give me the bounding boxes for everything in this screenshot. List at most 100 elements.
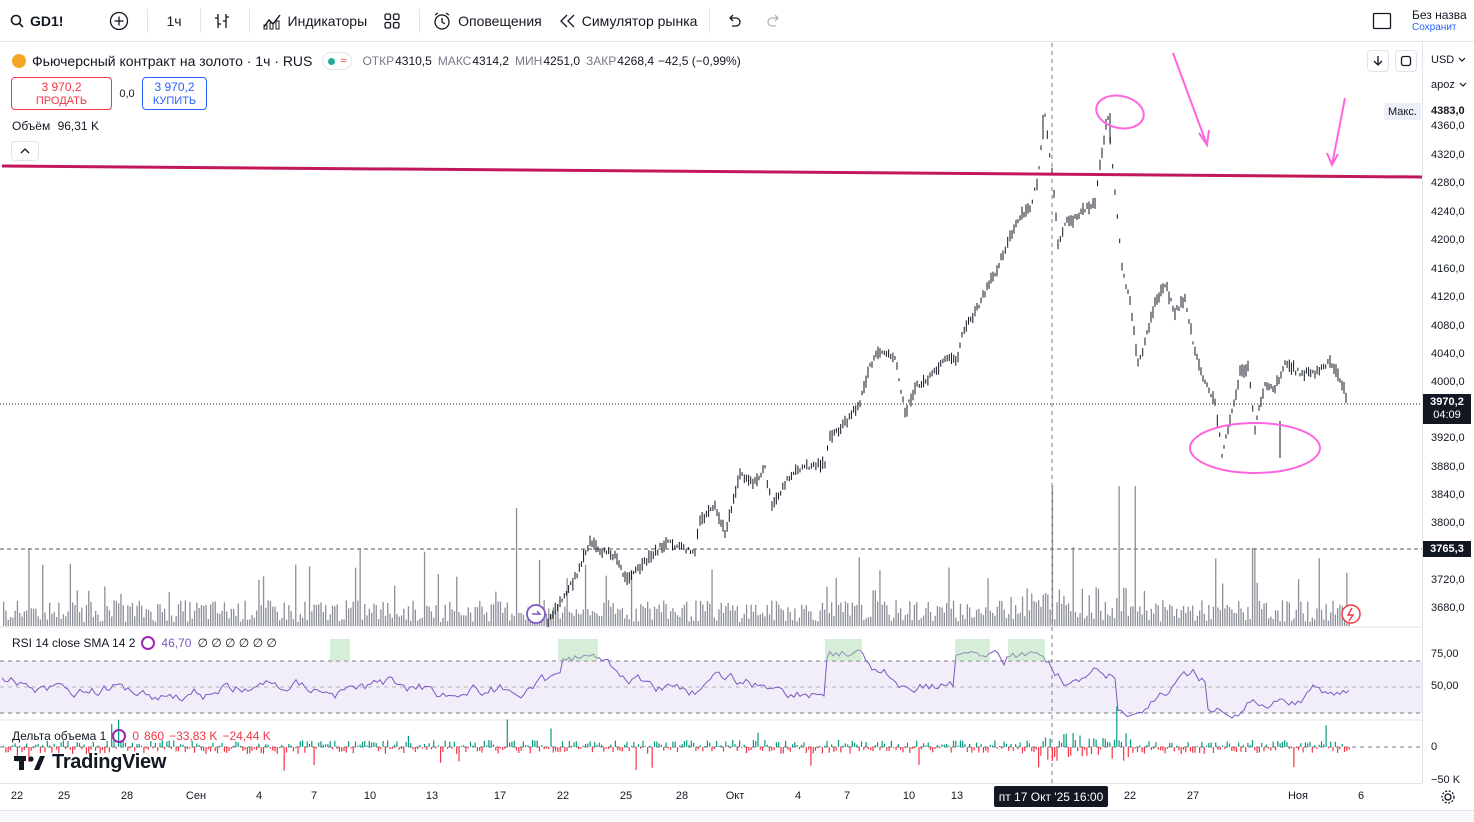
- delta-bar: [354, 741, 357, 747]
- volume-bar: [1049, 609, 1051, 626]
- indicators-button[interactable]: Индикаторы: [254, 0, 376, 42]
- fullscreen-button[interactable]: [1364, 0, 1406, 42]
- templates-button[interactable]: [375, 0, 415, 42]
- volume-bar: [221, 611, 223, 626]
- delta-bar: [1270, 747, 1272, 751]
- delta-value-3: −33,83 K: [169, 729, 218, 743]
- volume-bar: [1302, 613, 1304, 626]
- delta-bar: [1245, 747, 1247, 752]
- time-tick-label: 10: [363, 790, 377, 802]
- annotation-arrow-1[interactable]: [1172, 52, 1208, 146]
- chart-pane[interactable]: [0, 43, 1423, 783]
- alerts-button[interactable]: Оповещения: [424, 0, 550, 42]
- delta-bar: [476, 747, 478, 752]
- volume-bar: [1201, 600, 1203, 626]
- volume-bar: [821, 602, 824, 626]
- volume-bar: [1304, 621, 1307, 626]
- rsi-legend[interactable]: RSI 14 close SMA 14 2 46,70 ∅ ∅ ∅ ∅ ∅ ∅: [12, 636, 277, 650]
- delta-bar: [1233, 747, 1235, 751]
- annotation-arrow-2[interactable]: [1331, 97, 1346, 166]
- delta-bar: [359, 744, 361, 747]
- interval-button[interactable]: 1ч: [152, 0, 195, 42]
- time-tick-label: 10: [902, 790, 916, 802]
- currency-label: USD: [1431, 54, 1455, 66]
- volume-bar: [1247, 606, 1249, 626]
- volume-bar: [741, 618, 743, 626]
- add-symbol-button[interactable]: [101, 0, 143, 42]
- chart-style-button[interactable]: [205, 0, 245, 42]
- delta-bar: [377, 747, 380, 752]
- delta-bar: [1042, 741, 1044, 747]
- delta-bar: [729, 747, 731, 749]
- volume-bar: [773, 620, 775, 626]
- annotation-ellipse-top[interactable]: [1093, 91, 1147, 132]
- volume-legend[interactable]: Объём 96,31 K: [12, 119, 99, 133]
- delta-bar: [1279, 743, 1281, 747]
- sell-button[interactable]: 3 970,2 ПРОДАТЬ: [11, 77, 112, 110]
- volume-bar: [440, 622, 442, 626]
- volume-bar: [124, 621, 127, 626]
- tradingview-logo[interactable]: TradingView: [14, 751, 166, 774]
- buy-button[interactable]: 3 970,2 КУПИТЬ: [142, 77, 207, 110]
- delta-bar: [1136, 747, 1139, 753]
- volume-bar: [971, 617, 973, 626]
- volume-bar: [1090, 612, 1093, 626]
- volume-bar: [1199, 610, 1201, 626]
- delta-bar: [1222, 745, 1224, 747]
- volume-bar: [683, 604, 686, 626]
- volume-bar: [329, 614, 331, 626]
- volume-bar: [1067, 603, 1070, 626]
- volume-bar: [690, 616, 692, 626]
- delta-bar: [536, 740, 538, 747]
- series-title[interactable]: Фьючерсный контракт на золото · 1ч · RUS: [32, 53, 313, 69]
- volume-bar: [1015, 605, 1017, 626]
- replay-marker-icon[interactable]: [526, 604, 546, 624]
- delta-bar: [847, 744, 849, 747]
- volume-bar: [60, 618, 62, 626]
- volume-bar: [251, 615, 253, 626]
- price-chart-canvas[interactable]: [0, 43, 1423, 783]
- market-status-pill[interactable]: ≈: [322, 52, 353, 70]
- volume-bar: [26, 610, 28, 626]
- volume-bar: [863, 619, 865, 626]
- volume-bar: [670, 611, 672, 626]
- delta-bar: [1332, 747, 1334, 751]
- volume-bar: [104, 586, 106, 626]
- delta-bar: [1070, 747, 1072, 756]
- scale-mode-selector[interactable]: apoz: [1431, 79, 1467, 91]
- delta-bar: [440, 747, 442, 763]
- series-legend: Фьючерсный контракт на золото · 1ч · RUS…: [12, 52, 741, 70]
- scroll-to-realtime-button[interactable]: [1367, 50, 1389, 72]
- delta-bar: [81, 747, 83, 750]
- delta-bar: [1141, 747, 1143, 753]
- delta-bar: [12, 745, 14, 747]
- delta-bar: [129, 747, 131, 749]
- redo-button[interactable]: [760, 0, 794, 42]
- volume-bar: [1228, 607, 1231, 626]
- layout-menu[interactable]: Без назва Сохранит: [1406, 9, 1474, 33]
- currency-selector[interactable]: USD: [1431, 54, 1466, 66]
- lightning-alert-icon[interactable]: [1341, 604, 1361, 624]
- resistance-trendline[interactable]: [1, 164, 1423, 179]
- time-scale-settings[interactable]: [1440, 789, 1456, 810]
- delta-bar: [1044, 737, 1047, 747]
- chart-maximize-button[interactable]: [1395, 50, 1417, 72]
- delta-bar: [1203, 747, 1205, 754]
- time-scale[interactable]: 22 25 28 Сен 4 7 10 13 17 22 25 28 Окт 4 7 10 13 22 27 Ноя 6…: [0, 783, 1422, 810]
- volume-bar: [389, 613, 391, 626]
- replay-button[interactable]: Симулятор рынка: [550, 0, 706, 42]
- symbol-search-button[interactable]: GD1!: [0, 0, 71, 42]
- delta-bar: [918, 747, 920, 765]
- delta-volume-legend[interactable]: Дельта объема 1 0 860 −33,83 K −24,44 K: [12, 729, 271, 743]
- volume-bar: [824, 609, 826, 626]
- collapse-legend-button[interactable]: [11, 141, 39, 161]
- volume-bar: [1208, 604, 1210, 626]
- undo-button[interactable]: [714, 0, 760, 42]
- price-tick-label: 4360,0: [1431, 120, 1465, 132]
- delta-bar: [90, 747, 92, 750]
- price-scale[interactable]: USD apoz 4383,0 4360,0 4320,0 4280,0 4240,0 4…: [1422, 43, 1474, 786]
- delta-bar: [55, 747, 58, 750]
- delta-bar: [607, 747, 610, 750]
- annotation-ellipse-bottom[interactable]: [1189, 422, 1321, 474]
- volume-bar: [170, 615, 173, 626]
